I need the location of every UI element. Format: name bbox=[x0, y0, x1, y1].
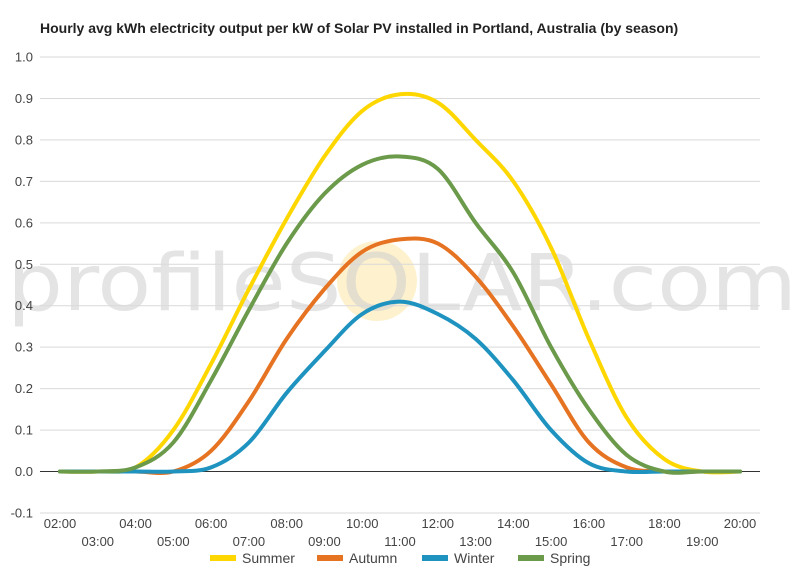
x-tick-label: 09:00 bbox=[308, 534, 341, 549]
x-tick-label: 20:00 bbox=[724, 516, 757, 531]
legend-swatch-spring bbox=[518, 555, 544, 561]
series-line-winter bbox=[58, 299, 742, 475]
y-tick-label: 0.4 bbox=[15, 298, 33, 313]
legend-swatch-summer bbox=[210, 555, 236, 561]
x-tick-label: 14:00 bbox=[497, 516, 530, 531]
x-tick-label: 15:00 bbox=[535, 534, 568, 549]
y-tick-label: 0.0 bbox=[15, 464, 33, 479]
series-line-summer bbox=[58, 91, 742, 475]
x-axis: 02:00 03:00 04:00 05:00 06:00 07:00 08:00 09:00… bbox=[44, 516, 757, 549]
x-tick-label: 16:00 bbox=[573, 516, 606, 531]
y-tick-label: 0.1 bbox=[15, 423, 33, 438]
y-tick-label: -0.1 bbox=[11, 506, 33, 521]
x-tick-label: 06:00 bbox=[195, 516, 228, 531]
y-tick-label: 0.8 bbox=[15, 132, 33, 147]
x-tick-label: 11:00 bbox=[384, 534, 416, 549]
legend-swatch-winter bbox=[422, 555, 448, 561]
watermark: profileSOLAR.com bbox=[7, 239, 797, 329]
y-tick-label: 1.0 bbox=[15, 50, 33, 65]
series-line-spring bbox=[58, 154, 742, 475]
legend-label-winter: Winter bbox=[454, 550, 495, 566]
x-tick-label: 18:00 bbox=[648, 516, 681, 531]
legend-label-summer: Summer bbox=[242, 550, 295, 566]
x-tick-label: 04:00 bbox=[119, 516, 152, 531]
legend-label-autumn: Autumn bbox=[349, 550, 397, 566]
x-tick-label: 19:00 bbox=[686, 534, 719, 549]
legend-swatch-autumn bbox=[317, 555, 343, 561]
series-lines bbox=[58, 91, 742, 476]
x-tick-label: 02:00 bbox=[44, 516, 77, 531]
x-tick-label: 17:00 bbox=[610, 534, 643, 549]
x-tick-label: 10:00 bbox=[346, 516, 379, 531]
watermark-text: profileSOLAR.com bbox=[7, 239, 797, 329]
x-tick-label: 05:00 bbox=[157, 534, 190, 549]
y-tick-label: 0.5 bbox=[15, 257, 33, 272]
y-tick-label: 0.6 bbox=[15, 215, 33, 230]
x-tick-label: 08:00 bbox=[270, 516, 303, 531]
y-tick-label: 0.2 bbox=[15, 381, 33, 396]
x-tick-label: 12:00 bbox=[422, 516, 455, 531]
y-tick-label: 0.9 bbox=[15, 91, 33, 106]
x-tick-label: 03:00 bbox=[82, 534, 115, 549]
y-tick-label: 0.7 bbox=[15, 174, 33, 189]
y-tick-label: 0.3 bbox=[15, 340, 33, 355]
chart-title: Hourly avg kWh electricity output per kW… bbox=[40, 20, 679, 36]
y-axis: -0.1 0.0 0.1 0.2 0.3 0.4 0.5 0.6 0.7 0.8 0.9 1.0 bbox=[11, 50, 33, 521]
legend: Summer Autumn Winter Spring bbox=[210, 550, 590, 566]
legend-label-spring: Spring bbox=[550, 550, 590, 566]
x-tick-label: 13:00 bbox=[459, 534, 492, 549]
x-tick-label: 07:00 bbox=[233, 534, 266, 549]
